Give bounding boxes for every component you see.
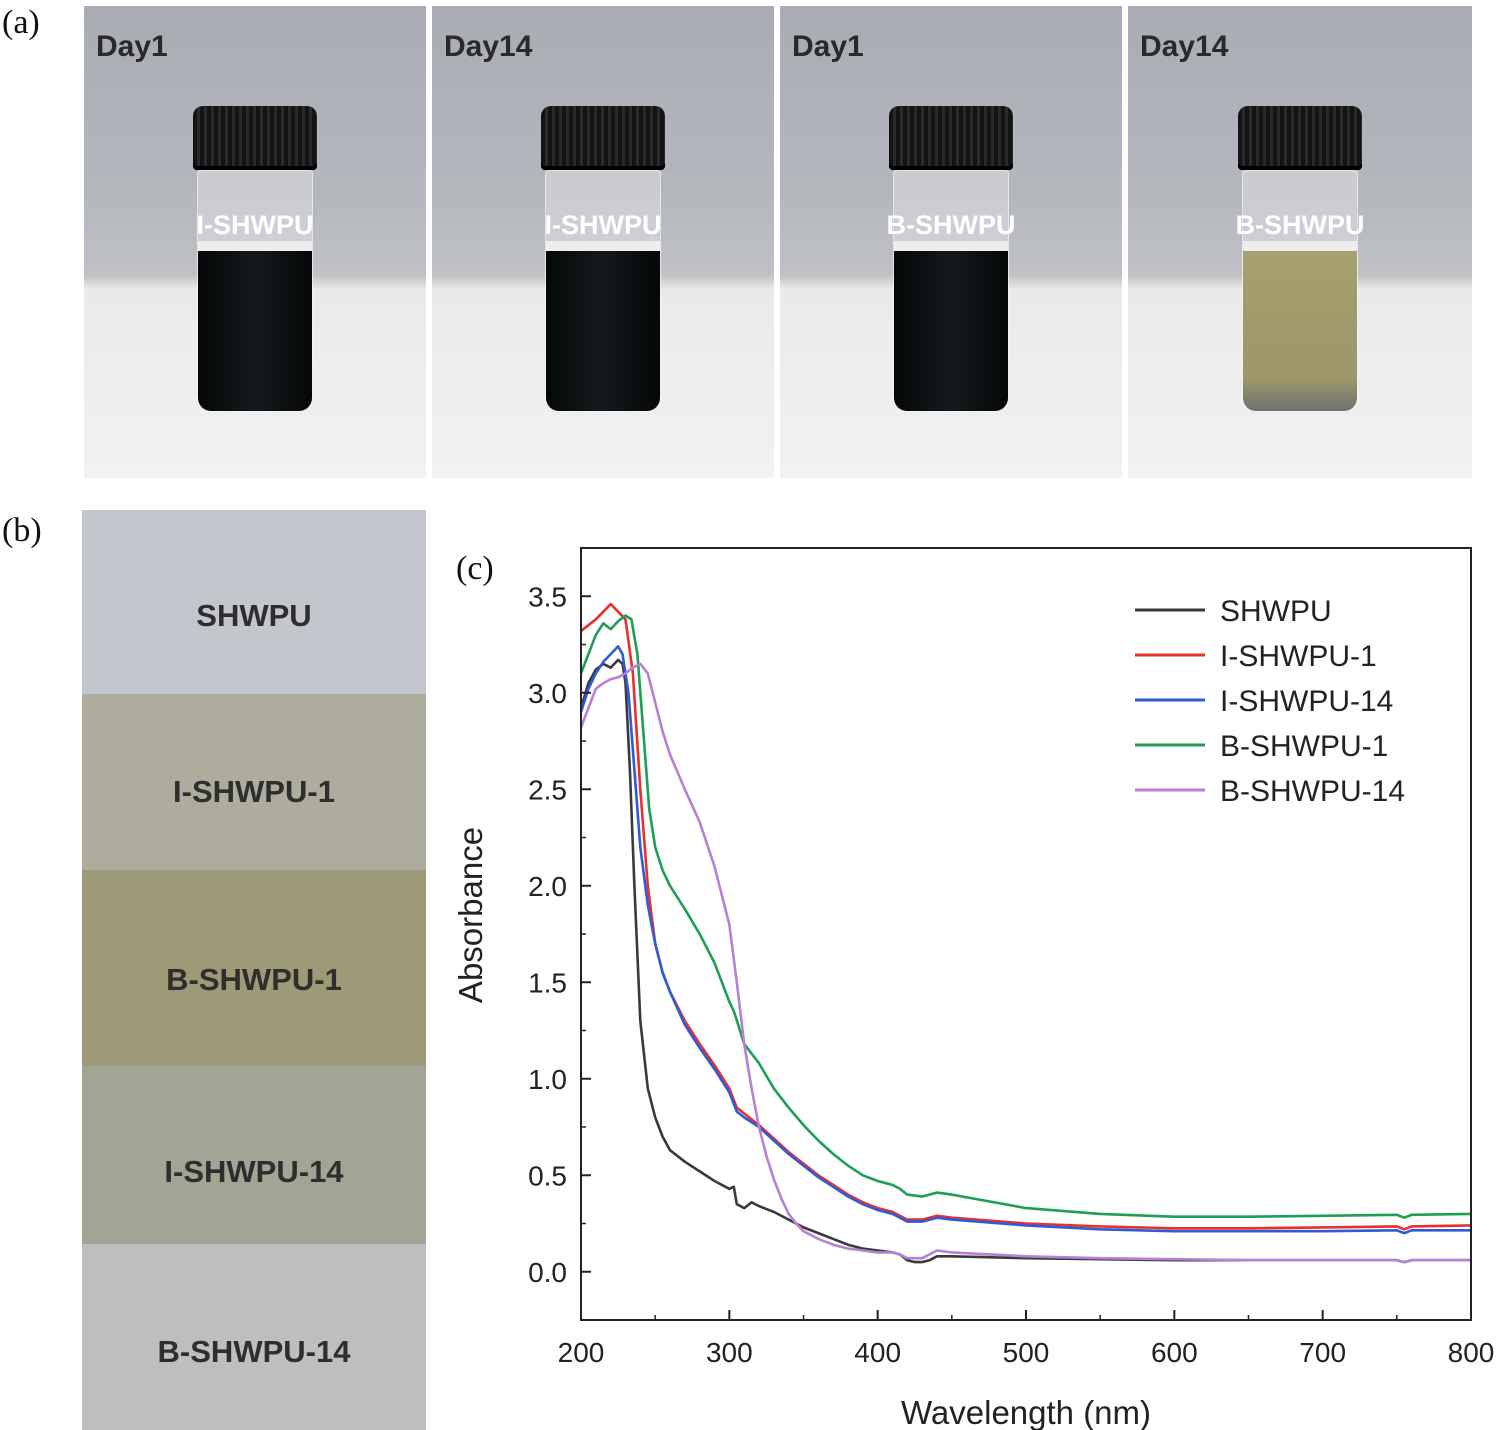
vial-cap [1238, 106, 1362, 170]
film-strip-4: I-SHWPU-14 [82, 1066, 426, 1244]
y-tick-label: 3.5 [528, 581, 567, 612]
vial: I-SHWPU [193, 106, 317, 412]
vial-photo-1: Day1 I-SHWPU [84, 6, 426, 478]
vial-label: B-SHWPU [1235, 210, 1365, 240]
legend-label: SHWPU [1220, 595, 1332, 628]
y-tick-label: 0.5 [528, 1160, 567, 1191]
x-tick-label: 700 [1299, 1337, 1346, 1368]
series-line-shwpu [579, 658, 1471, 1264]
vial: I-SHWPU [541, 106, 665, 412]
vial-label: B-SHWPU [886, 210, 1016, 240]
vial-photo-2: Day14 I-SHWPU [432, 6, 774, 478]
y-tick-label: 2.0 [528, 871, 567, 902]
vial-cap [541, 106, 665, 170]
y-tick-label: 1.0 [528, 1064, 567, 1095]
film-label: SHWPU [196, 598, 312, 633]
y-tick-label: 2.5 [528, 774, 567, 805]
x-tick-label: 600 [1151, 1337, 1198, 1368]
x-tick-label: 800 [1448, 1337, 1495, 1368]
film-label: I-SHWPU-1 [173, 774, 335, 809]
vial-glass [197, 170, 313, 412]
vial-cap [889, 106, 1013, 170]
vial-liquid [198, 251, 312, 411]
vial-photo-4: Day14 B-SHWPU [1128, 6, 1472, 478]
film-strip-5: B-SHWPU-14 [82, 1244, 426, 1430]
series-line-b-shwpu-1 [579, 614, 1472, 1219]
x-axis-label: Wavelength (nm) [901, 1394, 1151, 1430]
film-strip-2: I-SHWPU-1 [82, 694, 426, 870]
panel-letter-a: (a) [2, 4, 40, 41]
vial-photo-3: Day1 B-SHWPU [780, 6, 1122, 478]
vial-label: I-SHWPU [544, 210, 662, 240]
y-tick-label: 3.0 [528, 678, 567, 709]
y-tick-label: 1.5 [528, 967, 567, 998]
vial-liquid [1243, 251, 1357, 411]
film-strip-3: B-SHWPU-1 [82, 870, 426, 1066]
vial-label: I-SHWPU [196, 210, 314, 240]
y-axis-label: Absorbance [452, 827, 489, 1003]
x-tick-label: 400 [854, 1337, 901, 1368]
series-line-i-shwpu-1 [580, 602, 1472, 1231]
film-label: B-SHWPU-1 [166, 962, 342, 997]
vial-glass [1242, 170, 1358, 412]
vial-liquid [546, 251, 660, 411]
legend-label: I-SHWPU-1 [1220, 640, 1377, 673]
day-label: Day14 [444, 30, 533, 63]
vial-liquid [894, 251, 1008, 411]
y-tick-label: 0.0 [528, 1257, 567, 1288]
legend-label: I-SHWPU-14 [1220, 685, 1393, 718]
panel-letter-c: (c) [456, 550, 494, 587]
vial-glass [893, 170, 1009, 412]
panel-letter-b: (b) [2, 512, 42, 549]
vial: B-SHWPU [887, 106, 1016, 412]
x-tick-label: 200 [558, 1337, 605, 1368]
film-label: B-SHWPU-14 [157, 1334, 351, 1369]
series-line-i-shwpu-14 [579, 645, 1471, 1235]
legend: SHWPU I-SHWPU-1 I-SHWPU-14 B-SHWPU-1 B-SHWPU… [1135, 595, 1405, 808]
x-tick-label: 300 [706, 1337, 753, 1368]
x-tick-label: 500 [1003, 1337, 1050, 1368]
vial-cap [193, 106, 317, 170]
day-label: Day14 [1140, 30, 1229, 63]
uv-vis-absorbance-chart: 200 300 400 500 600 700 800 0.0 0.5 1.0 1.5 2.0 2.5 3… [452, 547, 1495, 1430]
vial: B-SHWPU [1236, 106, 1365, 412]
legend-label: B-SHWPU-1 [1220, 730, 1388, 763]
series-line-b-shwpu-14 [579, 662, 1471, 1264]
day-label: Day1 [792, 30, 864, 63]
film-strip-1: SHWPU [82, 510, 426, 694]
legend-label: B-SHWPU-14 [1220, 775, 1405, 808]
film-label: I-SHWPU-14 [164, 1154, 344, 1189]
vial-glass [545, 170, 661, 412]
day-label: Day1 [96, 30, 168, 63]
